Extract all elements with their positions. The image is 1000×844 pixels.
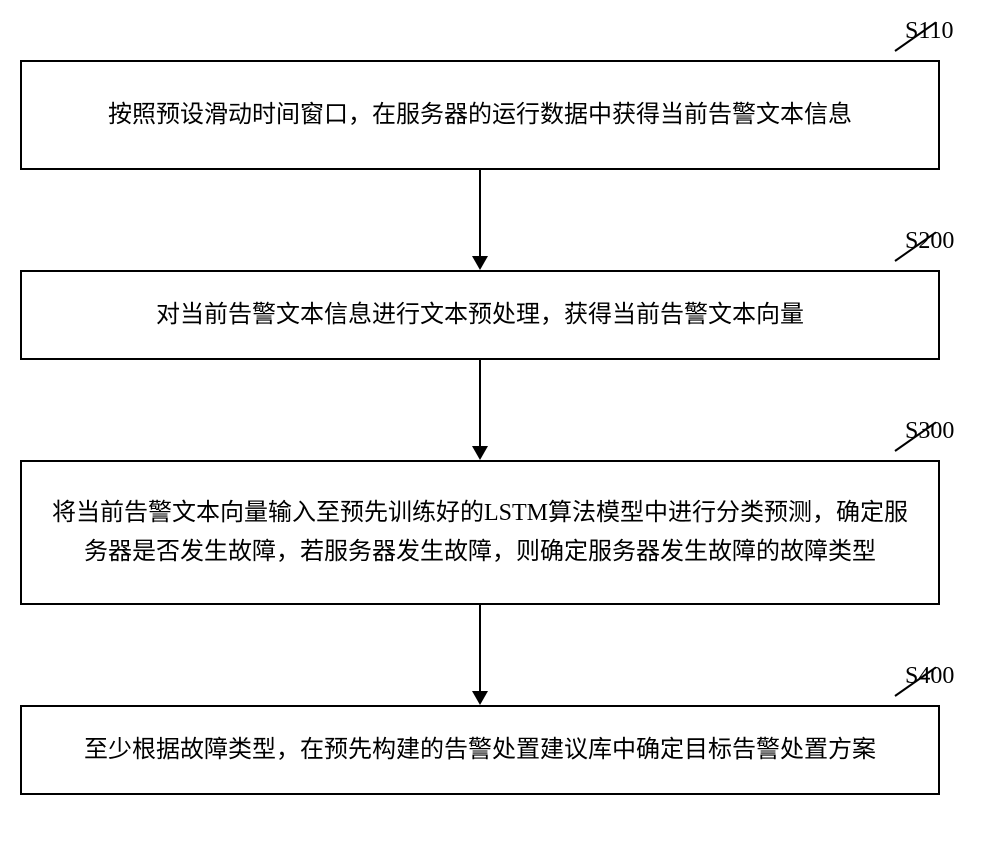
step-label-s110: S110 bbox=[905, 18, 953, 45]
step-text-s110: 按照预设滑动时间窗口，在服务器的运行数据中获得当前告警文本信息 bbox=[108, 96, 852, 134]
arrow-head-1 bbox=[472, 256, 488, 270]
arrow-line-1 bbox=[479, 170, 481, 256]
step-label-s400: S400 bbox=[905, 663, 954, 690]
flowchart-container: 按照预设滑动时间窗口，在服务器的运行数据中获得当前告警文本信息 S110 对当前… bbox=[0, 0, 1000, 844]
step-box-s110: 按照预设滑动时间窗口，在服务器的运行数据中获得当前告警文本信息 bbox=[20, 60, 940, 170]
arrow-line-3 bbox=[479, 605, 481, 691]
step-text-s200: 对当前告警文本信息进行文本预处理，获得当前告警文本向量 bbox=[156, 296, 804, 334]
step-label-s200: S200 bbox=[905, 228, 954, 255]
step-box-s400: 至少根据故障类型，在预先构建的告警处置建议库中确定目标告警处置方案 bbox=[20, 705, 940, 795]
step-text-s400: 至少根据故障类型，在预先构建的告警处置建议库中确定目标告警处置方案 bbox=[84, 731, 876, 769]
arrow-line-2 bbox=[479, 360, 481, 446]
step-box-s300: 将当前告警文本向量输入至预先训练好的LSTM算法模型中进行分类预测，确定服务器是… bbox=[20, 460, 940, 605]
arrow-head-2 bbox=[472, 446, 488, 460]
step-box-s200: 对当前告警文本信息进行文本预处理，获得当前告警文本向量 bbox=[20, 270, 940, 360]
step-text-s300: 将当前告警文本向量输入至预先训练好的LSTM算法模型中进行分类预测，确定服务器是… bbox=[42, 494, 918, 571]
arrow-head-3 bbox=[472, 691, 488, 705]
step-label-s300: S300 bbox=[905, 418, 954, 445]
